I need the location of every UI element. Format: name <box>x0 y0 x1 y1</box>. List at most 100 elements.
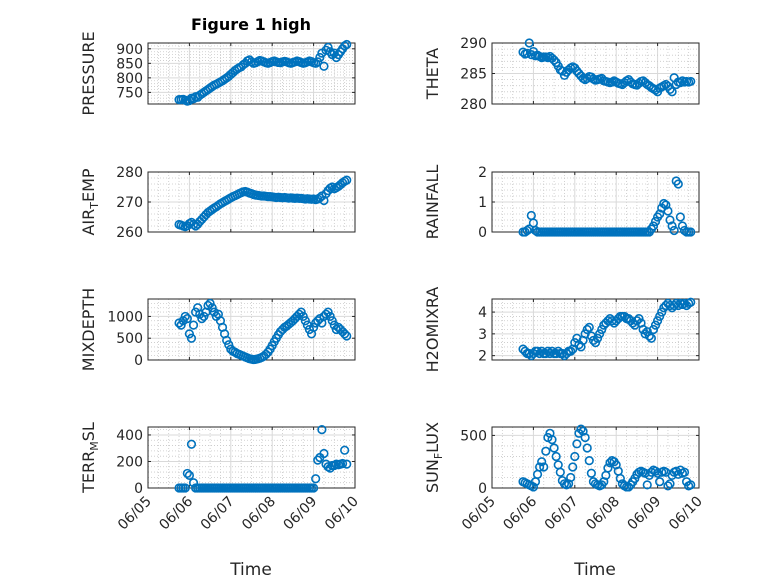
rainfall-data-point <box>679 225 690 236</box>
sun-flux-data-point <box>580 432 590 443</box>
pressure-y-tick-label: 850 <box>116 56 143 72</box>
panel-theta: 280 285 290 THETA <box>423 36 700 113</box>
mixdepth-data-point <box>176 320 186 330</box>
h2omixra-axes-box <box>491 298 700 361</box>
h2omixra-data-point <box>590 337 601 348</box>
mixdepth-data-point <box>199 311 209 322</box>
sun-flux-data-point <box>539 462 549 472</box>
x-tick-label: 06/05 <box>115 494 155 534</box>
h2omixra-data-point <box>592 333 603 343</box>
rainfall-data-point <box>650 216 661 227</box>
mixdepth-data-point <box>222 335 232 345</box>
theta-y-axis-label: THETA <box>423 48 442 100</box>
h2omixra-y-tick-label: 4 <box>478 305 487 321</box>
h2omixra-data-point <box>634 314 644 324</box>
mixdepth-data-point <box>340 329 350 339</box>
sun-flux-data-point <box>603 463 613 473</box>
x-tick-label: 06/09 <box>281 494 321 534</box>
theta-y-tick-label: 290 <box>460 36 487 52</box>
sun-flux-data-point <box>655 477 665 487</box>
theta-data-point <box>582 73 592 83</box>
mixdepth-data-point <box>342 331 352 341</box>
rainfall-data-point <box>659 198 669 209</box>
terr-msl-y-tick-label: 400 <box>116 428 143 444</box>
mixdepth-data-point <box>207 303 217 313</box>
theta-data-point <box>518 47 528 57</box>
x-tick-label: 06/05 <box>459 494 499 534</box>
sun-flux-data-point <box>537 457 547 467</box>
x-tick-label: 06/07 <box>542 494 582 534</box>
sun-flux-data-point <box>549 443 559 453</box>
rainfall-data-point <box>524 224 534 234</box>
panel-rainfall: 0 1 2 RAINFALL <box>423 165 700 241</box>
air-temp-y-axis-label: AIRTEMP <box>79 168 101 235</box>
terr-msl-data-point <box>337 458 348 469</box>
rainfall-data-point <box>648 221 659 231</box>
x-tick-label: 06/08 <box>239 494 279 534</box>
h2omixra-data-point <box>566 346 576 356</box>
mixdepth-data-point <box>188 320 199 330</box>
sun-flux-y-tick-label: 0 <box>478 481 487 497</box>
sun-flux-y-axis-label: SUNFLUX <box>423 422 445 493</box>
sun-flux-data-point <box>535 462 545 472</box>
rainfall-data-point <box>677 221 688 231</box>
h2omixra-data-point <box>679 298 690 308</box>
pressure-y-axis-label: PRESSURE <box>79 31 98 115</box>
mixdepth-data-point <box>323 307 333 317</box>
terr-msl-y-axis-label: TERRMSL <box>79 422 101 494</box>
mixdepth-data-point <box>182 314 192 324</box>
terr-msl-data-point <box>319 448 329 459</box>
rainfall-data-point <box>673 179 683 189</box>
pressure-y-tick-label: 750 <box>116 85 143 101</box>
rainfall-data-point <box>675 212 685 222</box>
sun-flux-data-point <box>528 482 539 492</box>
rainfall-data-point <box>655 209 665 219</box>
pressure-data-point <box>311 58 321 68</box>
theta-data-point <box>667 87 677 97</box>
air-temp-data-point <box>342 175 352 185</box>
mixdepth-data-point <box>205 298 215 308</box>
pressure-axes-box <box>147 42 356 105</box>
sun-flux-data-point <box>541 446 551 456</box>
mixdepth-y-tick-label: 1000 <box>107 309 143 325</box>
mixdepth-y-axis-label: MIXDEPTH <box>79 288 98 371</box>
h2omixra-data-point <box>648 324 659 335</box>
panel-terr-msl: 0 200 400 06/05 06/06 06/07 06/08 06/09 06/10 TER… <box>79 422 362 533</box>
h2omixra-data-point <box>551 348 561 359</box>
h2omixra-data-point <box>686 297 696 307</box>
terr-msl-data-point <box>317 425 327 435</box>
figure-title: Figure 1 high <box>191 15 311 34</box>
h2omixra-y-axis-label: H2OMIXRA <box>423 287 442 373</box>
pressure-data-point <box>313 57 323 67</box>
h2omixra-data-point <box>652 316 663 326</box>
mixdepth-y-tick-label: 0 <box>134 353 143 369</box>
pressure-y-tick-label: 900 <box>116 42 143 58</box>
rainfall-y-tick-label: 2 <box>478 165 487 181</box>
sun-flux-data-point <box>586 468 596 478</box>
terr-msl-y-tick-label: 0 <box>134 481 143 497</box>
sun-flux-data-point <box>568 462 578 472</box>
air-temp-y-tick-label: 260 <box>116 225 143 241</box>
rainfall-y-axis-label: RAINFALL <box>423 165 442 240</box>
sun-flux-data-point <box>555 467 565 477</box>
sun-flux-data-point <box>566 472 576 483</box>
mixdepth-data-point <box>180 311 190 322</box>
x-tick-label: 06/09 <box>625 494 665 534</box>
h2omixra-data-point <box>646 333 656 343</box>
panel-mixdepth: 0 500 1000 MIXDEPTH <box>79 288 356 371</box>
h2omixra-y-tick-label: 3 <box>478 327 487 343</box>
sun-flux-data-point <box>582 443 592 453</box>
h2omixra-data-point <box>644 331 654 341</box>
panel-air-temp: 260 270 280 AIRTEMP <box>79 165 356 241</box>
mixdepth-data-point <box>186 333 197 343</box>
sun-flux-data-point <box>665 479 675 489</box>
theta-data-point <box>524 38 534 48</box>
pressure-data-point <box>342 39 352 50</box>
theta-data-point <box>549 55 559 65</box>
pressure-data-point <box>340 41 350 51</box>
h2omixra-data-point <box>582 324 592 335</box>
terr-msl-data-point <box>186 439 197 449</box>
theta-data-point <box>665 84 675 94</box>
rainfall-data-point <box>667 221 677 231</box>
